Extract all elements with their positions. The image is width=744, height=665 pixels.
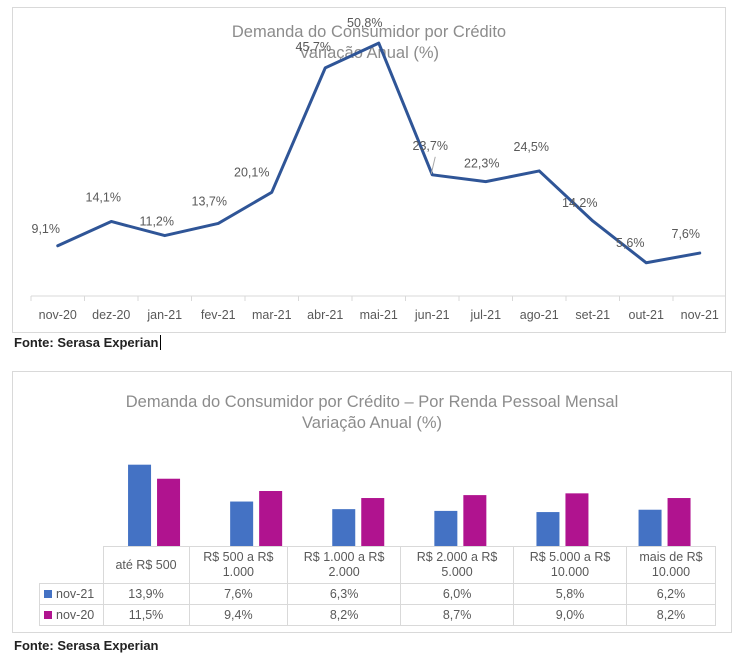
bar-nov-20 bbox=[259, 491, 283, 546]
table-corner bbox=[39, 546, 104, 584]
table-category-header: mais de R$ 10.000 bbox=[626, 546, 716, 584]
table-cell: 8,2% bbox=[287, 604, 402, 626]
x-tick-label: out-21 bbox=[629, 308, 664, 322]
bar-nov-20 bbox=[361, 498, 385, 546]
category-label-line: 10.000 bbox=[550, 565, 590, 579]
category-label-line: 5.000 bbox=[441, 565, 473, 579]
x-tick-label: mai-21 bbox=[360, 308, 398, 322]
category-label-line: mais de R$ bbox=[639, 550, 703, 564]
bar-nov-21 bbox=[434, 510, 458, 546]
table-row: nov-20 11,5% 9,4% 8,2% 8,7% 9,0% 8,2% bbox=[39, 604, 716, 626]
bar-nov-21 bbox=[536, 512, 560, 546]
table-cell: 6,3% bbox=[287, 583, 402, 605]
data-label: 23,7% bbox=[413, 139, 448, 153]
table-cell: 11,5% bbox=[102, 604, 190, 626]
bar-nov-20 bbox=[667, 498, 691, 546]
source-text-2: Fonte: Serasa Experian bbox=[14, 638, 159, 653]
bar-nov-21 bbox=[128, 464, 152, 546]
data-label: 5,6% bbox=[616, 236, 645, 250]
leader-line bbox=[430, 156, 436, 174]
data-label: 50,8% bbox=[347, 16, 382, 30]
table-cell: 9,4% bbox=[188, 604, 289, 626]
series-line bbox=[56, 41, 702, 265]
line-chart-panel: Demanda do Consumidor por Crédito Variaç… bbox=[12, 7, 726, 333]
x-tick-label: mar-21 bbox=[252, 308, 292, 322]
data-label: 11,2% bbox=[139, 215, 174, 229]
source-note-1: Fonte: Serasa Experian bbox=[14, 335, 161, 350]
table-cell: 5,8% bbox=[513, 583, 628, 605]
legend-key bbox=[44, 611, 52, 619]
table-category-header: R$ 2.000 a R$ 5.000 bbox=[400, 546, 515, 584]
bar-nov-20 bbox=[463, 495, 487, 546]
x-tick-label: jan-21 bbox=[146, 308, 182, 322]
source-text-1: Fonte: Serasa Experian bbox=[14, 335, 159, 350]
table-cell: 8,7% bbox=[400, 604, 515, 626]
category-label-line: R$ 5.000 a R$ bbox=[529, 550, 611, 564]
legend-key bbox=[44, 590, 52, 598]
data-label: 24,5% bbox=[514, 140, 549, 154]
data-label: 20,1% bbox=[234, 165, 269, 179]
data-label: 9,1% bbox=[32, 222, 61, 236]
x-tick-label: fev-21 bbox=[201, 308, 236, 322]
data-table: até R$ 500 R$ 500 a R$ 1.000 R$ 1.000 a R$ 2… bbox=[39, 546, 716, 626]
chart2-title: Demanda do Consumidor por Crédito – Por … bbox=[125, 393, 619, 411]
table-cell: 9,0% bbox=[513, 604, 628, 626]
bar-nov-21 bbox=[332, 509, 356, 546]
bar-nov-20 bbox=[157, 478, 181, 546]
legend-label: nov-20 bbox=[56, 608, 95, 622]
chart1-subtitle: Variação Anual (%) bbox=[298, 44, 440, 62]
table-cell: 7,6% bbox=[188, 583, 289, 605]
data-label: 7,6% bbox=[672, 227, 701, 241]
data-label: 14,1% bbox=[86, 190, 121, 204]
chart2-subtitle: Variação Anual (%) bbox=[301, 414, 443, 432]
table-category-header: R$ 1.000 a R$ 2.000 bbox=[287, 546, 402, 584]
table-header-row: até R$ 500 R$ 500 a R$ 1.000 R$ 1.000 a R$ 2… bbox=[39, 546, 716, 584]
table-category-header: R$ 5.000 a R$ 10.000 bbox=[513, 546, 628, 584]
category-label-line: R$ 2.000 a R$ bbox=[416, 550, 498, 564]
table-cell: 6,0% bbox=[400, 583, 515, 605]
legend-label: nov-21 bbox=[56, 587, 95, 601]
line-chart: nov-20 dez-20 jan-21 fev-21 mar-21 abr-21 mai-… bbox=[30, 16, 725, 322]
category-label-line: 1.000 bbox=[222, 565, 254, 579]
data-label: 14,2% bbox=[562, 196, 597, 210]
category-label-line: R$ 1.000 a R$ bbox=[303, 550, 385, 564]
table-cell: 8,2% bbox=[626, 604, 716, 626]
table-cell: 13,9% bbox=[102, 583, 190, 605]
bar-nov-20 bbox=[565, 493, 589, 546]
x-tick-label: nov-20 bbox=[39, 308, 77, 322]
table-category-header: até R$ 500 bbox=[102, 546, 190, 584]
table-category-header: R$ 500 a R$ 1.000 bbox=[188, 546, 289, 584]
source-note-2: Fonte: Serasa Experian bbox=[14, 638, 159, 653]
x-tick-label: nov-21 bbox=[681, 308, 719, 322]
data-label: 13,7% bbox=[192, 194, 227, 208]
legend-entry: nov-20 bbox=[39, 604, 104, 626]
legend-entry: nov-21 bbox=[39, 583, 104, 605]
data-label: 22,3% bbox=[464, 157, 499, 171]
x-tick-label: abr-21 bbox=[307, 308, 343, 322]
text-cursor bbox=[159, 335, 161, 350]
bar-nov-21 bbox=[638, 509, 662, 546]
x-tick-label: jul-21 bbox=[469, 308, 501, 322]
category-label-line: até R$ 500 bbox=[115, 557, 177, 572]
table-row: nov-21 13,9% 7,6% 6,3% 6,0% 5,8% 6,2% bbox=[39, 583, 716, 605]
category-label-line: R$ 500 a R$ bbox=[203, 550, 274, 564]
bar-nov-21 bbox=[230, 501, 254, 546]
bar-chart bbox=[128, 464, 691, 546]
table-cell: 6,2% bbox=[626, 583, 716, 605]
x-tick-label: ago-21 bbox=[520, 308, 559, 322]
x-tick-label: set-21 bbox=[575, 308, 610, 322]
data-label: 45,7% bbox=[296, 40, 331, 54]
x-tick-label: jun-21 bbox=[414, 308, 450, 322]
category-label-line: 2.000 bbox=[328, 565, 360, 579]
chart1-title: Demanda do Consumidor por Crédito bbox=[231, 23, 507, 41]
x-tick-label: dez-20 bbox=[92, 308, 130, 322]
bar-chart-panel: Demanda do Consumidor por Crédito – Por … bbox=[12, 371, 732, 633]
category-label-line: 10.000 bbox=[651, 565, 691, 579]
